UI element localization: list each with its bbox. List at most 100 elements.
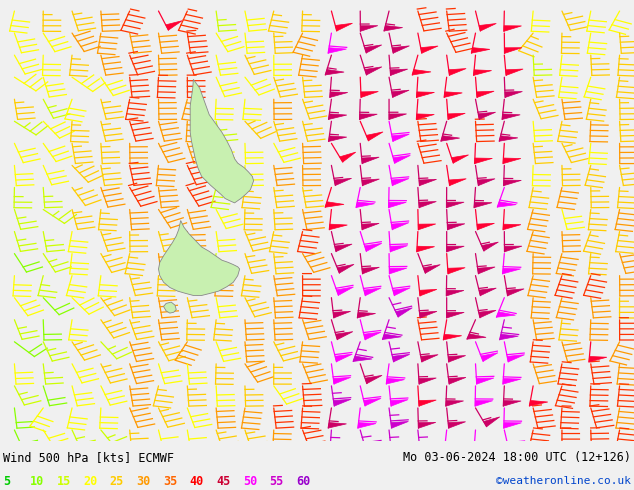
- Polygon shape: [496, 312, 515, 317]
- Polygon shape: [420, 444, 437, 450]
- Polygon shape: [477, 267, 495, 274]
- Polygon shape: [390, 69, 408, 75]
- Polygon shape: [337, 287, 354, 295]
- Polygon shape: [333, 377, 351, 384]
- Polygon shape: [328, 114, 347, 120]
- Polygon shape: [449, 179, 466, 186]
- Polygon shape: [503, 268, 521, 274]
- Polygon shape: [364, 332, 381, 340]
- Polygon shape: [477, 223, 495, 230]
- Polygon shape: [328, 136, 347, 142]
- Text: Wind 500 hPa [kts] ECMWF: Wind 500 hPa [kts] ECMWF: [3, 451, 174, 464]
- Polygon shape: [417, 114, 434, 120]
- Polygon shape: [362, 179, 379, 186]
- Polygon shape: [335, 354, 353, 362]
- Polygon shape: [361, 92, 378, 98]
- Polygon shape: [340, 152, 356, 162]
- Text: Mo 03-06-2024 18:00 UTC (12+126): Mo 03-06-2024 18:00 UTC (12+126): [403, 451, 631, 464]
- Polygon shape: [502, 114, 521, 120]
- Polygon shape: [506, 69, 523, 75]
- Polygon shape: [529, 400, 548, 406]
- Polygon shape: [360, 25, 378, 31]
- Polygon shape: [508, 442, 525, 450]
- Polygon shape: [503, 378, 521, 384]
- Polygon shape: [333, 311, 351, 318]
- Polygon shape: [503, 400, 521, 406]
- Polygon shape: [418, 422, 436, 428]
- Polygon shape: [474, 444, 492, 450]
- Polygon shape: [446, 202, 464, 208]
- Polygon shape: [164, 302, 176, 313]
- Polygon shape: [449, 69, 466, 75]
- Polygon shape: [333, 399, 351, 406]
- Polygon shape: [503, 158, 521, 164]
- Polygon shape: [361, 223, 379, 230]
- Polygon shape: [443, 334, 462, 340]
- Polygon shape: [365, 45, 382, 53]
- Polygon shape: [447, 313, 464, 318]
- Polygon shape: [391, 222, 409, 230]
- Polygon shape: [334, 178, 352, 186]
- Text: 10: 10: [30, 475, 44, 488]
- Polygon shape: [390, 245, 408, 252]
- Polygon shape: [361, 157, 379, 164]
- Polygon shape: [364, 398, 381, 406]
- Polygon shape: [479, 288, 496, 295]
- Text: 20: 20: [83, 475, 97, 488]
- Polygon shape: [366, 132, 383, 141]
- Polygon shape: [472, 48, 490, 53]
- Polygon shape: [420, 311, 437, 318]
- Polygon shape: [393, 288, 410, 295]
- Polygon shape: [328, 422, 347, 428]
- Polygon shape: [474, 70, 491, 75]
- Polygon shape: [479, 24, 496, 31]
- Polygon shape: [448, 356, 465, 362]
- Polygon shape: [504, 423, 521, 428]
- Polygon shape: [481, 353, 498, 361]
- Polygon shape: [444, 92, 462, 98]
- Polygon shape: [356, 202, 375, 207]
- Polygon shape: [505, 92, 522, 98]
- Polygon shape: [362, 267, 379, 274]
- Polygon shape: [475, 158, 493, 164]
- Polygon shape: [392, 134, 410, 142]
- Polygon shape: [335, 23, 353, 31]
- Polygon shape: [505, 48, 522, 53]
- Polygon shape: [392, 90, 409, 98]
- Polygon shape: [190, 79, 254, 203]
- Polygon shape: [421, 46, 438, 53]
- Polygon shape: [419, 378, 436, 384]
- Polygon shape: [477, 91, 494, 98]
- Text: 40: 40: [190, 475, 204, 488]
- Polygon shape: [336, 332, 353, 340]
- Polygon shape: [412, 70, 431, 75]
- Polygon shape: [419, 179, 437, 186]
- Polygon shape: [158, 220, 240, 295]
- Polygon shape: [382, 334, 401, 340]
- Polygon shape: [467, 334, 486, 339]
- Text: 50: 50: [243, 475, 257, 488]
- Polygon shape: [482, 242, 498, 251]
- Polygon shape: [448, 377, 466, 384]
- Polygon shape: [420, 290, 437, 296]
- Text: 35: 35: [163, 475, 177, 488]
- Polygon shape: [444, 444, 463, 450]
- Polygon shape: [446, 401, 463, 406]
- Text: 55: 55: [269, 475, 283, 488]
- Polygon shape: [448, 422, 465, 428]
- Polygon shape: [396, 308, 412, 317]
- Polygon shape: [391, 444, 408, 450]
- Polygon shape: [364, 288, 381, 295]
- Polygon shape: [503, 224, 521, 230]
- Polygon shape: [484, 417, 500, 427]
- Polygon shape: [441, 136, 460, 141]
- Text: 15: 15: [56, 475, 70, 488]
- Polygon shape: [335, 244, 352, 251]
- Polygon shape: [448, 224, 465, 230]
- Polygon shape: [448, 268, 465, 274]
- Polygon shape: [365, 67, 382, 75]
- Polygon shape: [447, 246, 464, 252]
- Polygon shape: [418, 224, 436, 230]
- Polygon shape: [330, 92, 348, 98]
- Text: 5: 5: [3, 475, 10, 488]
